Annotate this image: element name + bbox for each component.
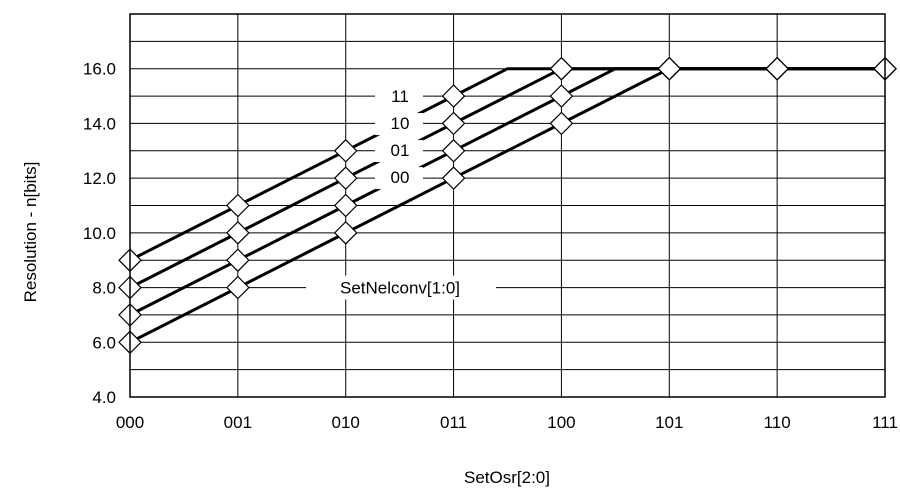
x-tick-label: 001 xyxy=(224,413,252,432)
series-label-bg xyxy=(375,113,423,136)
data-point-marker xyxy=(226,248,250,273)
data-point-marker xyxy=(333,166,358,190)
series-label-bg xyxy=(375,167,423,190)
series-label-bg xyxy=(375,140,423,163)
x-tick-label: 111 xyxy=(872,413,898,432)
series-label: 00 xyxy=(391,168,410,187)
x-axis-label: SetOsr[2:0] xyxy=(464,468,550,487)
data-markers xyxy=(118,56,897,355)
x-tick-label: 101 xyxy=(655,413,683,432)
x-tick-label: 010 xyxy=(332,413,360,432)
series-label: 11 xyxy=(391,87,409,106)
data-point-marker xyxy=(333,138,358,163)
data-point-marker xyxy=(333,221,358,245)
y-tick-label: 14.0 xyxy=(83,114,116,133)
data-point-marker xyxy=(226,275,250,300)
data-point-marker xyxy=(657,56,682,81)
data-point-marker xyxy=(441,138,466,163)
annotation-label: SetNelconv[1:0] xyxy=(340,279,460,298)
data-point-marker xyxy=(226,193,250,218)
series-label: 01 xyxy=(391,141,410,160)
data-point-marker xyxy=(441,84,466,108)
x-tick-label: 011 xyxy=(440,413,467,432)
y-tick-label: 4.0 xyxy=(92,388,116,407)
data-point-marker xyxy=(333,193,358,218)
label-overlays: 11 10 01 00 SetNelconv[1:0] xyxy=(306,86,496,300)
series-label: 10 xyxy=(391,114,410,133)
data-point-marker xyxy=(549,84,574,108)
x-tick-label: 110 xyxy=(764,413,791,432)
data-point-marker xyxy=(549,111,574,136)
data-point-marker xyxy=(441,111,466,136)
x-tick-label: 000 xyxy=(116,413,144,432)
y-tick-label: 10.0 xyxy=(83,224,116,243)
y-axis-label: Resolution - n[bits] xyxy=(21,162,40,303)
plot-frame xyxy=(129,13,886,398)
y-tick-labels: 4.0 6.0 8.0 10.0 12.0 14.0 16.0 xyxy=(83,60,116,407)
series-line xyxy=(129,67,885,317)
data-point-marker xyxy=(765,56,789,81)
y-tick-label: 16.0 xyxy=(83,60,116,79)
data-point-marker xyxy=(549,56,574,81)
data-point-marker xyxy=(441,166,466,190)
x-tick-labels: 000 001 010 011 100 101 110 111 xyxy=(116,413,898,432)
series-label-bg xyxy=(375,86,423,109)
annotation-bg xyxy=(306,275,496,300)
y-tick-label: 6.0 xyxy=(92,333,116,352)
x-tick-label: 100 xyxy=(547,413,575,432)
y-tick-label: 12.0 xyxy=(83,169,116,188)
data-point-marker xyxy=(226,221,250,245)
series-line xyxy=(129,67,885,344)
y-tick-label: 8.0 xyxy=(92,279,116,298)
